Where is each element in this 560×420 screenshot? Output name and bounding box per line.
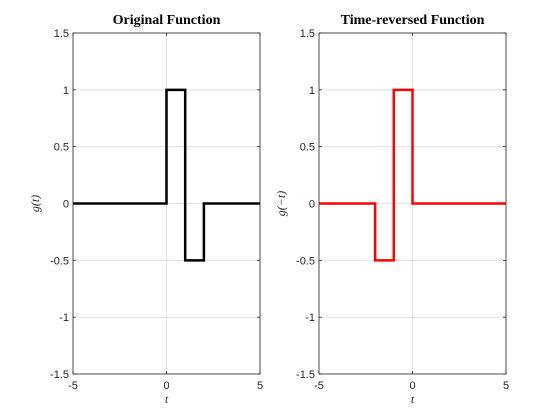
x-axis-label: t [411, 392, 415, 406]
y-tick-label: -0.5 [50, 255, 69, 267]
y-tick-label: -1 [59, 312, 69, 324]
y-tick-label: 0.5 [300, 142, 315, 154]
y-tick-label: 1.5 [54, 28, 69, 40]
y-tick-label: 0 [63, 199, 69, 211]
y-axis-label: g(t) [28, 195, 42, 212]
chart-panel-2: -5 0 5 -1.5 -1 -0.5 0 0.5 1 1.5 Time-reversed Func… [274, 13, 509, 406]
x-tick-label: -5 [68, 380, 78, 392]
x-tick-label: 0 [409, 380, 415, 392]
y-tick-label: -1 [305, 312, 315, 324]
series-line-1 [319, 88, 506, 262]
x-tick-label: 5 [257, 380, 263, 392]
axes-frame [72, 32, 261, 375]
chart-title: Original Function [113, 13, 221, 28]
chart-title: Time-reversed Function [341, 13, 485, 28]
y-tick-label: -1.5 [50, 369, 69, 381]
x-tick-label: 0 [163, 380, 169, 392]
series-line-1 [73, 88, 260, 262]
y-tick-label: 1 [309, 85, 315, 97]
y-tick-label: -1.5 [296, 369, 315, 381]
axes-frame [318, 32, 507, 375]
x-tick-label: -5 [314, 380, 324, 392]
y-axis-label: g(−t) [274, 191, 288, 216]
y-tick-label: 0 [309, 199, 315, 211]
y-tick-label: -0.5 [296, 255, 315, 267]
chart-panel-1: -5 0 5 -1.5 -1 -0.5 0 0.5 1 1.5 Original Function t… [28, 13, 263, 406]
y-tick-label: 0.5 [54, 142, 69, 154]
x-tick-label: 5 [503, 380, 509, 392]
y-tick-label: 1.5 [300, 28, 315, 40]
x-axis-label: t [165, 392, 169, 406]
y-tick-label: 1 [63, 85, 69, 97]
